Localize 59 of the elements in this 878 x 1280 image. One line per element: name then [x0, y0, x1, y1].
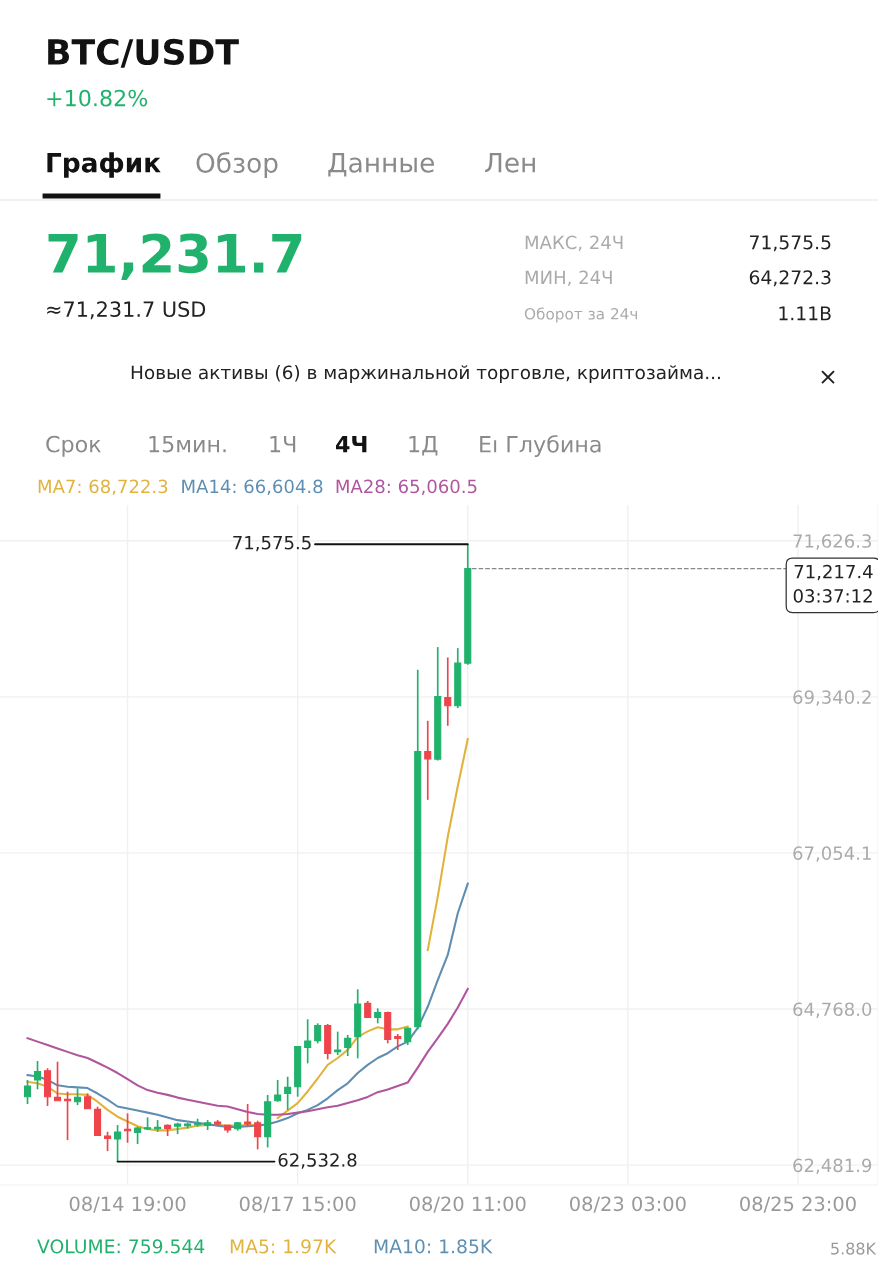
- x-tick-label: 08/25 23:00: [740, 1196, 856, 1213]
- y-tick-label: 69,340.2: [793, 690, 871, 706]
- text: Оборот за 24ч: [524, 307, 638, 323]
- candlestick: [254, 1119, 262, 1151]
- text: 15мин.: [149, 435, 226, 453]
- line-series: [26, 987, 469, 1116]
- candlestick: [114, 1124, 122, 1163]
- text: 4Ч: [336, 435, 367, 453]
- text: Обзор: [196, 152, 278, 178]
- x-tick-label: 08/17 15:00: [239, 1196, 356, 1213]
- text: MA10: 1.85K: [374, 1239, 493, 1254]
- text: ×: [821, 370, 835, 384]
- text: Данные: [328, 153, 434, 177]
- annotation: 62,532.8: [278, 1153, 357, 1169]
- text: MA28: 65,060.5: [336, 479, 477, 496]
- text: Eı Глубина: [480, 435, 601, 457]
- text: Срок: [46, 435, 101, 457]
- text: 71,575.5: [750, 235, 831, 252]
- candlestick: [424, 719, 432, 801]
- chart-title: BTC/USDT: [48, 38, 239, 68]
- candlestick: [53, 1060, 62, 1102]
- candlestick: [244, 1103, 252, 1128]
- text: Новые активы (6) в маржинальной торговле, криптозайма...: [131, 365, 720, 383]
- text: МАКС, 24Ч: [525, 235, 623, 252]
- candlestick: [334, 1030, 342, 1056]
- candlestick: [394, 1033, 402, 1051]
- text: ≈71,231.7 USD: [47, 301, 206, 320]
- candlestick: [104, 1130, 112, 1152]
- candlestick: [444, 656, 452, 727]
- ref-line-label: 71,217.4 03:37:12: [793, 564, 873, 603]
- candlestick: [304, 1018, 312, 1065]
- text: 1Д: [409, 435, 438, 456]
- candlestick: [344, 1034, 352, 1057]
- candlestick: [314, 1022, 322, 1045]
- x-tick-label: 08/20 11:00: [409, 1196, 526, 1213]
- text: MA5: 1.97K: [230, 1239, 337, 1254]
- text: 64,272.3: [749, 270, 831, 287]
- y-tick-label: 62,481.9: [793, 1158, 872, 1175]
- text: 1Ч: [270, 435, 296, 453]
- text: 71,231.7: [48, 233, 302, 281]
- text: MA7: 68,722.3: [38, 479, 168, 496]
- text: Лен: [485, 153, 535, 173]
- text: График: [47, 152, 161, 178]
- text: 1.11B: [779, 306, 831, 321]
- y-tick-label: 71,626.3: [793, 534, 871, 550]
- text: VOLUME: 759.544: [37, 1239, 205, 1254]
- annotation: 71,575.5: [233, 536, 311, 552]
- x-tick-label: 08/23 03:00: [570, 1196, 686, 1213]
- candlestick: [274, 1079, 282, 1103]
- y-tick-label: 67,054.1: [793, 846, 871, 862]
- chart-subtitle: +10.82%: [47, 89, 148, 107]
- candlestick: [23, 1079, 32, 1105]
- text: МИН, 24Ч: [525, 270, 612, 287]
- candlestick: [33, 1060, 42, 1091]
- text: MA14: 66,604.8: [182, 479, 323, 496]
- candlestick: [284, 1075, 292, 1111]
- text: 5.88K: [831, 1242, 877, 1255]
- y-tick-label: 64,768.0: [793, 1002, 872, 1018]
- x-tick-label: 08/14 19:00: [69, 1196, 186, 1213]
